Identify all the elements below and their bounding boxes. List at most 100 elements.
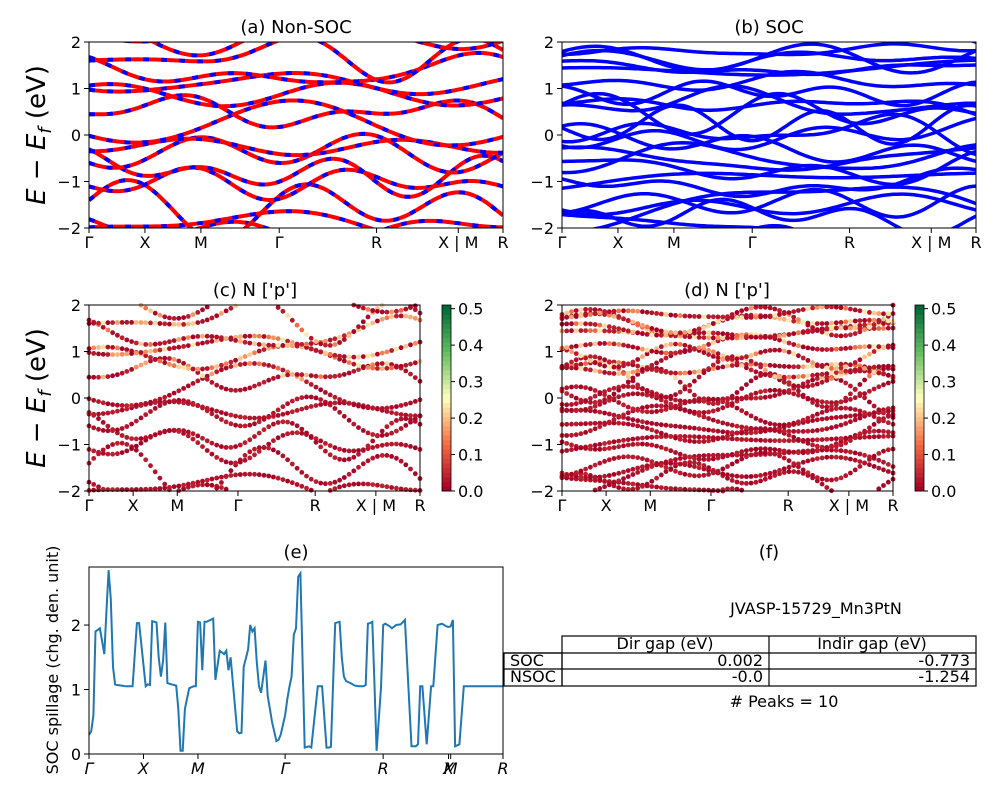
d-point — [810, 377, 815, 383]
d-point — [805, 450, 811, 455]
c-point — [176, 344, 182, 350]
d-point — [569, 359, 574, 365]
d-point — [701, 350, 707, 355]
c-point — [379, 433, 385, 438]
c-point — [252, 421, 257, 427]
d-point — [640, 331, 645, 337]
d-point — [762, 419, 768, 425]
d-point — [810, 413, 815, 419]
d-point — [715, 455, 721, 461]
d-point — [673, 450, 678, 455]
d-point — [810, 449, 815, 455]
c-point — [110, 345, 115, 350]
c-point — [124, 442, 130, 447]
d-point — [758, 304, 763, 310]
d-point — [583, 407, 588, 412]
c-point — [100, 428, 106, 433]
d-point — [682, 342, 688, 348]
c-point — [294, 465, 300, 471]
c-point — [318, 480, 324, 486]
d-point — [848, 449, 853, 455]
c-point — [119, 450, 125, 455]
c-point — [91, 482, 97, 487]
c-point — [346, 400, 352, 406]
d-point — [781, 438, 787, 444]
c-point — [162, 360, 168, 366]
c-point — [379, 316, 385, 322]
c-point — [133, 364, 139, 370]
d-point — [710, 354, 716, 359]
d-point — [796, 429, 801, 434]
c-point — [195, 334, 201, 339]
d-point — [573, 314, 579, 319]
c-point — [370, 365, 376, 371]
d-point — [658, 311, 664, 317]
c-point — [323, 338, 328, 344]
c-point — [408, 487, 413, 493]
d-point — [644, 365, 650, 370]
c-point — [299, 470, 305, 475]
d-point — [805, 419, 811, 424]
d-point — [833, 374, 839, 379]
c-point — [280, 343, 286, 348]
d-point — [885, 420, 891, 426]
d-point — [829, 332, 834, 338]
c-point — [408, 419, 413, 425]
c-point — [176, 483, 182, 489]
c-point — [223, 386, 229, 392]
c-point — [275, 374, 281, 380]
d-point — [701, 370, 707, 376]
c-point — [157, 486, 163, 491]
d-point — [819, 375, 825, 380]
c-colorbar-frame — [441, 304, 452, 492]
c-point — [285, 457, 290, 463]
c-point — [242, 453, 248, 458]
d-point — [767, 450, 773, 456]
d-point — [597, 355, 603, 361]
d-point — [786, 428, 792, 434]
d-point — [588, 386, 593, 392]
d-point — [578, 397, 584, 403]
d-point — [848, 345, 853, 351]
d-point — [692, 425, 697, 431]
c-point — [200, 319, 205, 324]
d-point — [692, 434, 697, 440]
d-point — [843, 305, 849, 311]
c-point — [242, 471, 248, 477]
d-point — [758, 389, 763, 395]
c-point — [152, 406, 158, 411]
d-point — [578, 431, 584, 437]
a-band-line — [89, 147, 503, 199]
c-point — [289, 372, 295, 377]
d-point — [710, 470, 716, 476]
d-point — [592, 408, 598, 414]
d-point — [748, 447, 754, 453]
c-point — [370, 308, 376, 313]
c-point — [143, 349, 149, 355]
c-point — [351, 481, 357, 487]
e-ytick-label: 2 — [71, 616, 81, 635]
d-point — [876, 486, 882, 492]
d-point — [729, 452, 735, 457]
d-point — [630, 481, 636, 487]
c-point — [124, 351, 130, 357]
d-point — [701, 427, 707, 432]
d-point — [810, 321, 815, 326]
d-point — [800, 459, 806, 465]
d-point — [881, 429, 886, 434]
d-point — [876, 451, 882, 456]
d-point — [706, 314, 711, 320]
d-point — [748, 352, 754, 358]
a-ytick-label: 2 — [71, 33, 81, 52]
c-colorbar-segment — [442, 398, 451, 404]
c-point — [318, 387, 324, 393]
c-point — [299, 395, 305, 400]
d-point — [871, 349, 877, 354]
c-point — [341, 358, 347, 364]
d-point — [862, 452, 867, 458]
d-point — [606, 445, 612, 451]
d-point — [777, 333, 782, 339]
d-xtick-label: X | M — [829, 496, 869, 515]
c-colorbar-segment — [442, 384, 451, 390]
c-point — [332, 479, 338, 485]
